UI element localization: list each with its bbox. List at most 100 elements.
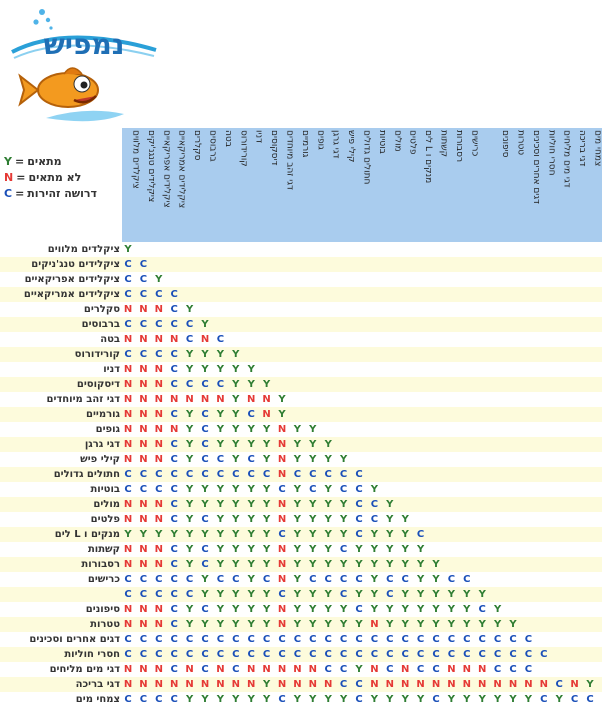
- compat-cell: Y: [370, 574, 379, 585]
- legend-label: לא מתאים: [28, 171, 82, 184]
- compat-cell: C: [124, 589, 132, 600]
- compat-cell: Y: [247, 574, 255, 585]
- compat-cell: C: [355, 634, 363, 645]
- compat-cell: Y: [386, 619, 394, 630]
- compat-cell: N: [123, 514, 133, 525]
- column-header-label: כרישים: [469, 130, 480, 157]
- compat-cell: N: [247, 679, 256, 690]
- compat-cell: N: [139, 409, 148, 420]
- compat-cell: Y: [262, 559, 271, 570]
- compat-cell: C: [339, 484, 348, 495]
- table-row: קילי פיש N N N C Y C C Y C Y N Y Y Y Y: [0, 452, 602, 467]
- compat-cell: Y: [309, 439, 317, 450]
- compat-cell: C: [170, 364, 178, 375]
- compat-cell: Y: [232, 589, 240, 600]
- table-row: מנקים ו L לים Y Y Y Y Y Y Y Y Y Y C Y Y Y Y C Y Y Y C: [0, 527, 602, 542]
- column-header-label: ציקלדים מלווים: [130, 130, 141, 189]
- compat-cell: C: [355, 514, 363, 525]
- table-row: דגי בריכה N N N N N N N N N Y N N N N C C N N N N N N N N N N N N C N Y: [0, 677, 602, 692]
- compat-cell: C: [355, 499, 363, 510]
- row-label: חסרי חוליות: [64, 649, 120, 660]
- compat-cell: N: [139, 499, 148, 510]
- compat-cell: C: [339, 589, 348, 600]
- compat-cell: Y: [185, 364, 194, 375]
- compat-cell: C: [170, 589, 178, 600]
- compat-cell: C: [155, 649, 163, 660]
- compat-cell: Y: [386, 514, 394, 525]
- compat-cell: Y: [293, 619, 302, 630]
- compat-cell: Y: [370, 559, 379, 570]
- compat-cell: Y: [201, 619, 209, 630]
- compat-cell: C: [355, 694, 363, 705]
- compat-cell: C: [339, 649, 348, 660]
- compat-cell: C: [401, 574, 409, 585]
- compat-cell: Y: [185, 484, 194, 495]
- compat-cell: N: [447, 664, 456, 675]
- compat-cell: N: [308, 664, 317, 675]
- compat-cell: Y: [232, 544, 240, 555]
- compat-cell: Y: [232, 694, 240, 705]
- compat-cell: C: [247, 634, 255, 645]
- compat-cell: C: [416, 634, 425, 645]
- compat-cell: Y: [155, 274, 163, 285]
- row-label: דגי גרגן: [84, 439, 120, 450]
- compat-cell: Y: [201, 349, 209, 360]
- compat-cell: C: [185, 634, 194, 645]
- compat-cell: Y: [247, 694, 255, 705]
- compat-cell: C: [524, 649, 533, 660]
- table-row: פלטים N N N C Y C Y Y Y Y N Y Y Y Y C C Y Y: [0, 512, 602, 527]
- compat-cell: N: [185, 679, 194, 690]
- table-row: מולים N N N C Y Y Y Y Y Y N Y Y Y Y C C Y: [0, 497, 602, 512]
- compat-cell: Y: [293, 694, 302, 705]
- compat-cell: Y: [247, 619, 255, 630]
- compat-cell: C: [139, 589, 148, 600]
- compat-cell: C: [201, 379, 209, 390]
- compat-cell: C: [170, 544, 178, 555]
- compat-cell: Y: [185, 439, 194, 450]
- compat-cell: Y: [309, 559, 317, 570]
- compat-cell: N: [401, 664, 410, 675]
- compat-cell: Y: [401, 529, 409, 540]
- compat-cell: C: [232, 634, 240, 645]
- compat-cell: Y: [432, 619, 440, 630]
- column-header: קשתות: [435, 130, 451, 240]
- compat-cell: C: [232, 664, 240, 675]
- row-label: גופים: [95, 424, 120, 435]
- compat-cell: N: [462, 679, 471, 690]
- row-label: גורמיים: [85, 409, 120, 420]
- compat-cell: Y: [185, 694, 194, 705]
- compat-cell: Y: [216, 364, 225, 375]
- compat-cell: Y: [216, 544, 225, 555]
- compat-cell: C: [170, 409, 178, 420]
- compat-cell: Y: [355, 544, 363, 555]
- compat-cell: C: [493, 664, 502, 675]
- compat-cell: Y: [201, 319, 209, 330]
- column-header-label: גורמיים: [299, 130, 310, 158]
- compat-cell: Y: [401, 559, 409, 570]
- compat-cell: Y: [309, 619, 317, 630]
- compat-cell: N: [170, 679, 179, 690]
- compat-cell: C: [185, 649, 194, 660]
- compat-cell: C: [170, 559, 178, 570]
- compat-cell: N: [478, 664, 487, 675]
- column-header-label: טטרות: [515, 130, 526, 156]
- compat-cell: C: [139, 649, 148, 660]
- column-header: דיסקוסים: [266, 130, 282, 240]
- compat-cell: C: [201, 649, 209, 660]
- column-header-label: ציקלידים טנגנ'יקים: [145, 130, 156, 203]
- compat-cell: C: [201, 604, 209, 615]
- compat-cell: Y: [432, 589, 440, 600]
- column-header-label: דגי זהב מיוחדים: [284, 130, 295, 190]
- compat-cell: N: [139, 439, 148, 450]
- table-row: צמחי מים C C C C Y Y Y Y Y Y C Y Y Y Y C Y Y Y Y C Y Y Y Y Y Y C Y C C: [0, 692, 602, 707]
- table-row: חתולים גדולים C C C C C C C C C C N C C C C C: [0, 467, 602, 482]
- compat-cell: Y: [293, 574, 302, 585]
- compat-cell: Y: [339, 604, 348, 615]
- compat-cell: C: [139, 469, 148, 480]
- column-header-label: מולים: [392, 130, 403, 152]
- compat-cell: N: [123, 334, 133, 345]
- compat-cell: Y: [216, 499, 225, 510]
- compat-cell: N: [200, 394, 210, 405]
- compat-cell: Y: [309, 454, 317, 465]
- legend-equals: =: [15, 187, 25, 200]
